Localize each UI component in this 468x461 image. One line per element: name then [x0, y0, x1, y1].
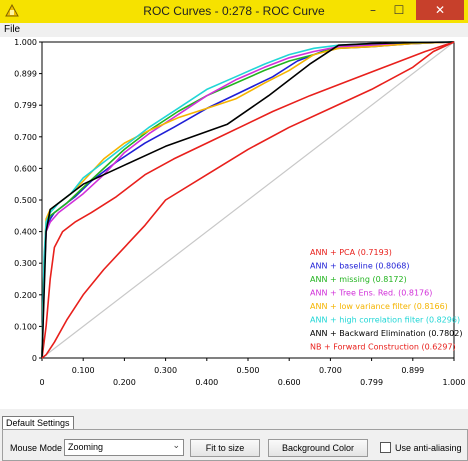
x-tick-label: 0.100 — [72, 366, 95, 375]
y-tick-label: 0.600 — [14, 164, 37, 173]
legend-entry: ANN + missing (0.8172) — [310, 275, 407, 284]
maximize-button[interactable]: ☐ — [393, 3, 405, 17]
minimize-button[interactable]: – — [370, 3, 376, 17]
y-tick-label: 0.700 — [14, 133, 37, 142]
fit-to-size-button[interactable]: Fit to size — [190, 439, 260, 457]
y-tick-label: 0.100 — [14, 322, 37, 331]
title-bar[interactable]: ROC Curves - 0:278 - ROC Curve – ☐ ✕ — [0, 0, 468, 23]
anti-aliasing-checkbox[interactable] — [380, 442, 391, 453]
legend-entry: ANN + low variance filter (0.8166) — [310, 302, 448, 311]
x-tick-label: 0.600 — [278, 378, 301, 387]
roc-series-line-5 — [41, 41, 455, 359]
x-tick-label: 0.899 — [401, 366, 424, 375]
y-tick-label: 0.899 — [14, 70, 37, 79]
mouse-mode-select[interactable]: Zooming ⌄ — [64, 439, 184, 456]
y-tick-label: 0.500 — [14, 196, 37, 205]
y-tick-label: 0.799 — [14, 101, 37, 110]
x-tick-label: 0.400 — [195, 378, 218, 387]
legend-entry: ANN + PCA (0.7193) — [310, 248, 392, 257]
mouse-mode-label: Mouse Mode — [10, 443, 63, 453]
x-tick-label: 1.000 — [443, 378, 466, 387]
y-tick-label: 0.200 — [14, 291, 37, 300]
mouse-mode-value: Zooming — [68, 442, 104, 452]
diagonal-reference-line — [41, 41, 455, 359]
legend-entry: ANN + Tree Ens. Red. (0.8176) — [310, 289, 432, 298]
x-tick-label: 0.200 — [113, 378, 136, 387]
x-tick-label: 0 — [39, 378, 44, 387]
tab-default-settings[interactable]: Default Settings — [2, 416, 74, 430]
chevron-down-icon: ⌄ — [172, 441, 180, 451]
roc-series-line-6 — [41, 41, 455, 359]
roc-chart[interactable]: 1.000 0.899 0.799 0.700 0.600 0.500 0.400 0.300… — [0, 37, 468, 409]
x-tick-label: 0.799 — [360, 378, 383, 387]
y-tick-label: 1.000 — [14, 38, 37, 47]
roc-series-line-0 — [41, 41, 455, 359]
background-color-button[interactable]: Background Color — [268, 439, 368, 457]
roc-series-line-7 — [41, 41, 455, 359]
menu-bar: File — [0, 23, 468, 37]
app-icon — [5, 4, 19, 17]
menu-item-file[interactable]: File — [4, 24, 21, 35]
y-tick-label: 0.300 — [14, 259, 37, 268]
x-tick-label: 0.700 — [319, 366, 342, 375]
roc-plot-panel[interactable]: 1.000 0.899 0.799 0.700 0.600 0.500 0.400 0.300… — [0, 37, 468, 409]
x-tick-label: 0.300 — [154, 366, 177, 375]
legend-entry: ANN + Backward Elimination (0.7802) — [310, 329, 462, 338]
legend-entry: NB + Forward Construction (0.6297) — [310, 343, 456, 352]
y-tick-label: 0 — [32, 354, 37, 363]
anti-aliasing-label: Use anti-aliasing — [395, 443, 462, 453]
y-tick-label: 0.400 — [14, 228, 37, 237]
close-button[interactable]: ✕ — [416, 0, 464, 20]
legend-entry: ANN + baseline (0.8068) — [310, 262, 410, 271]
legend-entry: ANN + high correlation filter (0.8296) — [310, 316, 460, 325]
window-title: ROC Curves - 0:278 - ROC Curve — [143, 4, 325, 18]
x-tick-label: 0.500 — [237, 366, 260, 375]
